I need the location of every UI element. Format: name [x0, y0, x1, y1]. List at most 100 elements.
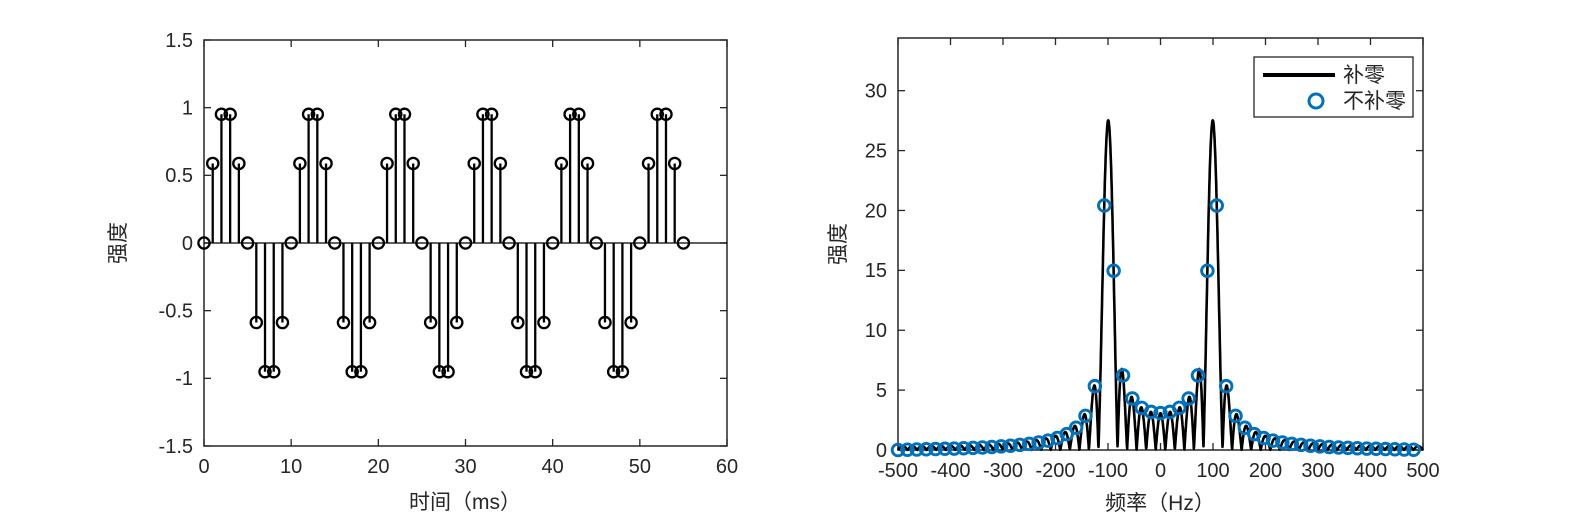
- x-tick-label: -500: [878, 460, 918, 482]
- nozeropad-dft-marker: [937, 441, 953, 457]
- nozeropad-dft-marker: [1012, 437, 1028, 453]
- stem-marker: [554, 156, 569, 171]
- legend-circle-swatch: [1307, 92, 1325, 110]
- stem-marker: [667, 156, 682, 171]
- stem-marker: [606, 364, 621, 379]
- nozeropad-dft-marker: [1106, 263, 1121, 278]
- x-tick-label: 200: [1249, 460, 1282, 482]
- nozeropad-dft-marker: [1312, 439, 1328, 454]
- x-tick-label: -300: [983, 460, 1023, 482]
- stem-marker: [310, 107, 325, 122]
- stem-marker: [624, 315, 638, 330]
- nozeropad-dft-marker: [1237, 420, 1253, 435]
- legend-box: [1253, 56, 1414, 118]
- x-tick-label: 300: [1301, 460, 1334, 482]
- stem-marker: [615, 364, 630, 379]
- x-tick-label: 60: [716, 456, 738, 478]
- nozeropad-dft-marker: [1003, 438, 1018, 453]
- y-tick-label: -1: [175, 368, 193, 390]
- nozeropad-dft-marker: [1218, 378, 1234, 394]
- spectrum-plot-series: [890, 119, 1424, 458]
- stem-marker: [397, 107, 412, 122]
- nozeropad-dft-marker: [1031, 435, 1046, 450]
- stem-marker: [502, 236, 516, 250]
- nozeropad-dft-marker: [1068, 420, 1084, 435]
- y-tick-label: 0: [876, 440, 887, 462]
- stem-marker: [371, 236, 386, 250]
- y-tick-label: 25: [865, 140, 887, 162]
- nozeropad-dft-marker: [1200, 263, 1215, 278]
- nozeropad-dft-marker: [1181, 391, 1196, 406]
- stem-marker: [423, 315, 438, 330]
- x-tick-label: 500: [1406, 460, 1439, 482]
- y-tick-label: 1.5: [165, 30, 193, 52]
- nozeropad-dft-marker: [1087, 378, 1103, 394]
- y-tick-label: 5: [876, 380, 887, 402]
- stem-marker: [650, 107, 665, 122]
- nozeropad-dft-marker: [928, 441, 943, 457]
- nozeropad-dft-marker: [1397, 442, 1412, 457]
- y-tick-label: 0: [182, 233, 193, 255]
- stem-marker: [484, 107, 499, 122]
- stem-marker: [563, 107, 577, 122]
- stem-marker: [362, 315, 377, 330]
- stem-marker: [249, 315, 264, 330]
- nozeropad-dft-marker: [900, 442, 915, 458]
- y-tick-label: -1.5: [159, 436, 193, 458]
- stem-marker: [659, 107, 673, 122]
- stem-marker: [676, 236, 691, 250]
- stem-marker: [641, 156, 656, 171]
- stem-plot-axes: 0 10 20 30 40 50 60 1.5 1 0.5 0 -0.5 -1 -1.5: [159, 30, 739, 478]
- stem-marker: [266, 364, 281, 379]
- spectrum-plot: -500 -400 -300 -200 -100 0 100 200 300 400 500 0 5 10…: [827, 37, 1440, 515]
- nozeropad-dft-marker: [1078, 408, 1093, 424]
- stem-marker: [258, 364, 272, 379]
- stem-ylabel: 强度: [107, 222, 130, 264]
- nozeropad-dft-marker: [1331, 440, 1346, 455]
- stem-marker: [223, 107, 237, 122]
- nozeropad-dft-marker: [1275, 435, 1290, 450]
- nozeropad-dft-marker: [1022, 436, 1037, 452]
- nozeropad-dft-marker: [1059, 426, 1074, 442]
- stem-marker: [580, 156, 595, 171]
- stem-plot-series: [197, 107, 727, 379]
- x-tick-label: 400: [1354, 460, 1387, 482]
- spectrum-xlabel: 频率（Hz）: [1105, 492, 1215, 515]
- nozeropad-dft-marker: [1321, 439, 1337, 455]
- stem-marker: [354, 364, 368, 379]
- x-tick-label: -200: [1035, 460, 1075, 482]
- nozeropad-dft-marker: [1171, 400, 1187, 416]
- stem-marker: [432, 364, 447, 379]
- x-tick-label: -100: [1088, 460, 1128, 482]
- x-tick-label: 0: [1155, 460, 1166, 482]
- y-tick-label: 20: [865, 200, 887, 222]
- nozeropad-dft-marker: [1406, 442, 1421, 458]
- x-tick-label: 0: [198, 456, 209, 478]
- nozeropad-dft-marker: [1293, 437, 1309, 453]
- nozeropad-dft-marker: [1303, 438, 1318, 453]
- nozeropad-dft-marker: [1340, 440, 1356, 456]
- nozeropad-dft-marker: [1190, 368, 1206, 383]
- x-tick-label: 50: [629, 456, 651, 478]
- nozeropad-dft-marker: [918, 442, 934, 457]
- stem-marker: [232, 156, 246, 171]
- stem-marker: [450, 315, 464, 330]
- stem-marker: [197, 236, 211, 250]
- stem-marker: [537, 315, 551, 330]
- stem-marker: [572, 107, 586, 122]
- stem-marker: [336, 315, 351, 330]
- nozeropad-dft-marker: [1125, 391, 1140, 406]
- stem-marker: [205, 156, 220, 171]
- stem-marker: [545, 236, 560, 250]
- spectrum-ylabel: 强度: [827, 223, 850, 265]
- x-tick-label: 10: [280, 456, 302, 478]
- y-tick-label: 1: [182, 97, 193, 119]
- x-tick-label: -400: [930, 460, 970, 482]
- stem-plot: 0 10 20 30 40 50 60 1.5 1 0.5 0 -0.5 -1 -1.5 时间（ms） 强…: [107, 30, 738, 514]
- y-tick-label: 10: [865, 320, 887, 342]
- x-tick-label: 30: [454, 456, 476, 478]
- x-tick-label: 20: [367, 456, 389, 478]
- x-tick-label: 40: [542, 456, 564, 478]
